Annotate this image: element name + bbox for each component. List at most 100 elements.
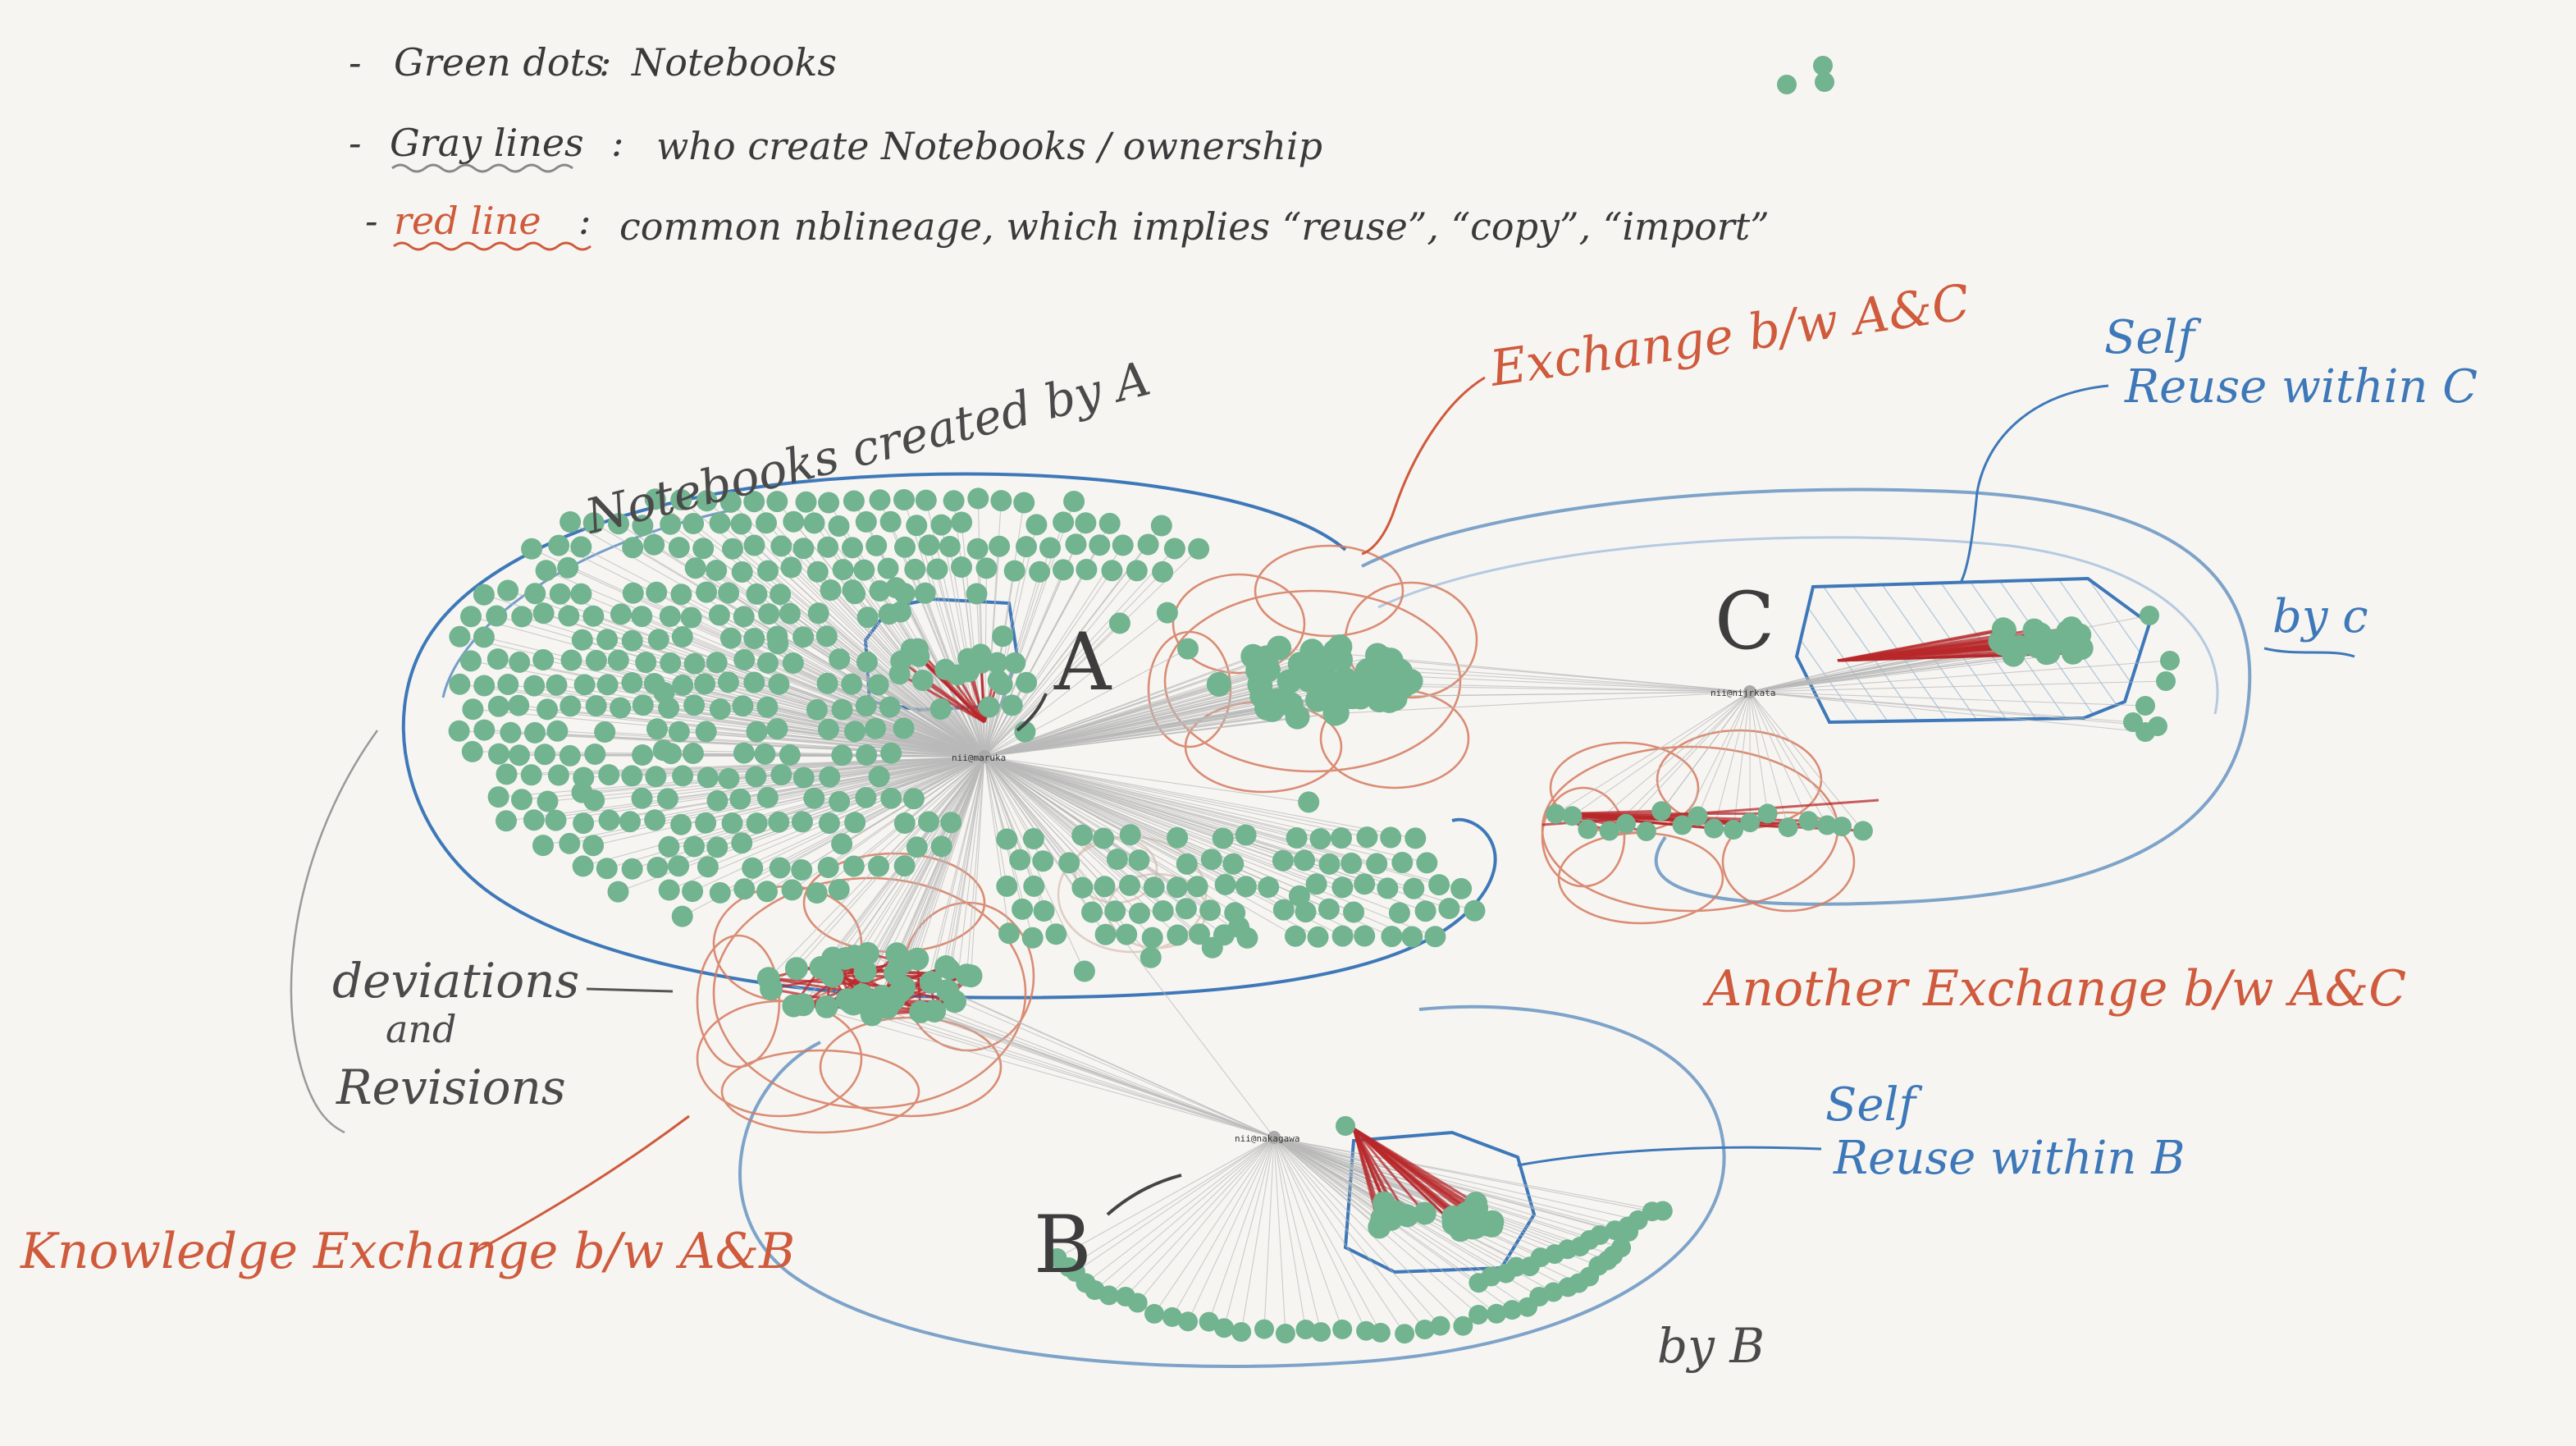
notebook-dot <box>1258 876 1280 898</box>
notebook-dot <box>1599 821 1619 841</box>
notebook-dot <box>767 633 789 655</box>
notebook-dot <box>815 625 838 647</box>
notebook-dot <box>746 721 768 743</box>
notebook-dot <box>939 536 961 557</box>
notebook-dot <box>1144 1303 1164 1324</box>
notebook-dot <box>926 558 948 580</box>
notebook-dot <box>1029 561 1051 583</box>
notebook-dot <box>770 764 792 786</box>
ownership-edge <box>802 1004 1275 1138</box>
leader-line-knowledge-exchange-ab <box>475 1114 690 1253</box>
notebook-dot <box>803 787 825 809</box>
ownership-edge <box>930 756 985 983</box>
notebook-dot <box>791 859 813 881</box>
notebook-dot <box>1724 820 1743 840</box>
notebook-dot <box>584 744 606 765</box>
notebook-dot <box>831 744 853 766</box>
notebook-dot <box>987 670 1009 692</box>
notebook-dot <box>520 764 542 786</box>
notebook-dot <box>487 695 509 717</box>
notebook-dot <box>671 905 693 927</box>
deviation-bracket <box>290 730 379 1134</box>
lineage-edge <box>1837 627 2004 662</box>
notebook-dot <box>1464 899 1486 922</box>
notebook-dot <box>817 718 839 740</box>
lineage-edge <box>900 660 985 724</box>
ownership-edge <box>756 731 985 757</box>
notebook-dot <box>918 811 939 833</box>
leader-line-self-reuse-c <box>1959 384 2109 583</box>
stray-notebook-dots <box>1777 56 1834 94</box>
notebook-dot <box>607 881 629 903</box>
notebook-dot <box>795 491 817 513</box>
notebook-dot <box>1023 875 1045 897</box>
notebook-dot <box>598 809 620 831</box>
notebook-dot <box>856 651 878 673</box>
notebook-dot <box>668 721 690 743</box>
notebook-dot <box>1009 849 1031 871</box>
ownership-edge <box>1208 1137 1275 1322</box>
notebook-dot <box>647 629 669 651</box>
notebook-dot <box>2135 696 2155 716</box>
notebook-dot <box>1430 1316 1450 1336</box>
ownership-edge <box>857 756 985 1001</box>
ownership-edge <box>1273 1137 1307 1330</box>
notebook-dot <box>930 835 952 858</box>
notebook-dot <box>683 694 706 716</box>
notebook-dot <box>869 489 891 511</box>
notebook-dot <box>610 603 632 625</box>
notebook-dot <box>1021 927 1044 949</box>
notebook-dot <box>709 512 731 534</box>
ownership-edge <box>818 612 985 757</box>
notebook-dot <box>1199 899 1222 922</box>
notebook-dot <box>682 743 704 764</box>
ownership-edge <box>1137 1137 1275 1303</box>
notebook-dot <box>791 811 813 833</box>
notebook-dot <box>806 561 829 583</box>
notebook-dot <box>622 537 644 559</box>
legend-separator: : <box>599 40 612 85</box>
ownership-edge <box>984 707 1274 757</box>
notebook-dot <box>1081 901 1103 923</box>
notebook-dot <box>1053 511 1075 533</box>
notebook-dot <box>1094 876 1116 898</box>
notebook-dot <box>2060 616 2083 640</box>
notebook-dot <box>760 977 783 1001</box>
pointer-deviations-icon <box>586 987 674 993</box>
ownership-edge <box>1068 1137 1275 1268</box>
notebook-dot <box>1331 827 1352 849</box>
notebook-dot <box>619 811 641 833</box>
notebook-dot <box>856 941 879 965</box>
notebook-dot <box>621 629 643 652</box>
ownership-edge <box>1273 1137 1382 1334</box>
legend-separator: : <box>578 199 591 243</box>
notebook-dot <box>971 652 993 674</box>
notebook-dot <box>692 538 715 560</box>
ownership-edge <box>732 548 985 757</box>
notebook-dot <box>646 581 668 603</box>
notebook-dot <box>448 720 470 742</box>
notebook-dot <box>792 766 815 789</box>
notebook-dot <box>1058 852 1080 874</box>
leader-line-exchange-ac <box>1361 376 1486 556</box>
notebook-dot <box>1128 849 1150 872</box>
notebook-dot <box>594 721 616 743</box>
notebook-dot <box>1012 898 1034 920</box>
notebook-dot <box>706 789 728 812</box>
notebook-dot <box>1365 643 1390 668</box>
notebook-dot <box>1267 635 1292 661</box>
ownership-edge <box>1749 652 2049 693</box>
notebook-dot <box>570 583 592 605</box>
notebook-dot <box>487 786 509 808</box>
notebook-dot <box>1777 75 1797 94</box>
notebook-dot <box>894 536 916 558</box>
notebook-dot <box>621 672 643 693</box>
ownership-edge <box>826 635 985 757</box>
notebook-dot <box>2156 671 2176 691</box>
notebook-dot <box>966 538 989 560</box>
notebook-dot <box>779 602 801 625</box>
notebook-dot <box>1704 818 1724 839</box>
notebook-dot <box>585 695 607 717</box>
notebook-dot <box>719 627 742 649</box>
ownership-edge <box>984 756 1010 934</box>
